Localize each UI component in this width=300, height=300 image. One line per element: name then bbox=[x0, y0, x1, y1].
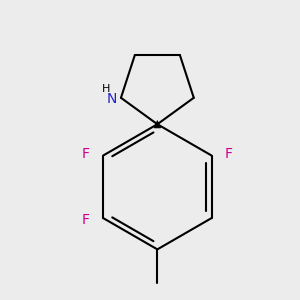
Text: H: H bbox=[102, 84, 111, 94]
Text: F: F bbox=[82, 213, 90, 226]
Text: F: F bbox=[225, 147, 233, 161]
Text: N: N bbox=[106, 92, 116, 106]
Text: F: F bbox=[82, 147, 90, 161]
Polygon shape bbox=[154, 121, 161, 128]
